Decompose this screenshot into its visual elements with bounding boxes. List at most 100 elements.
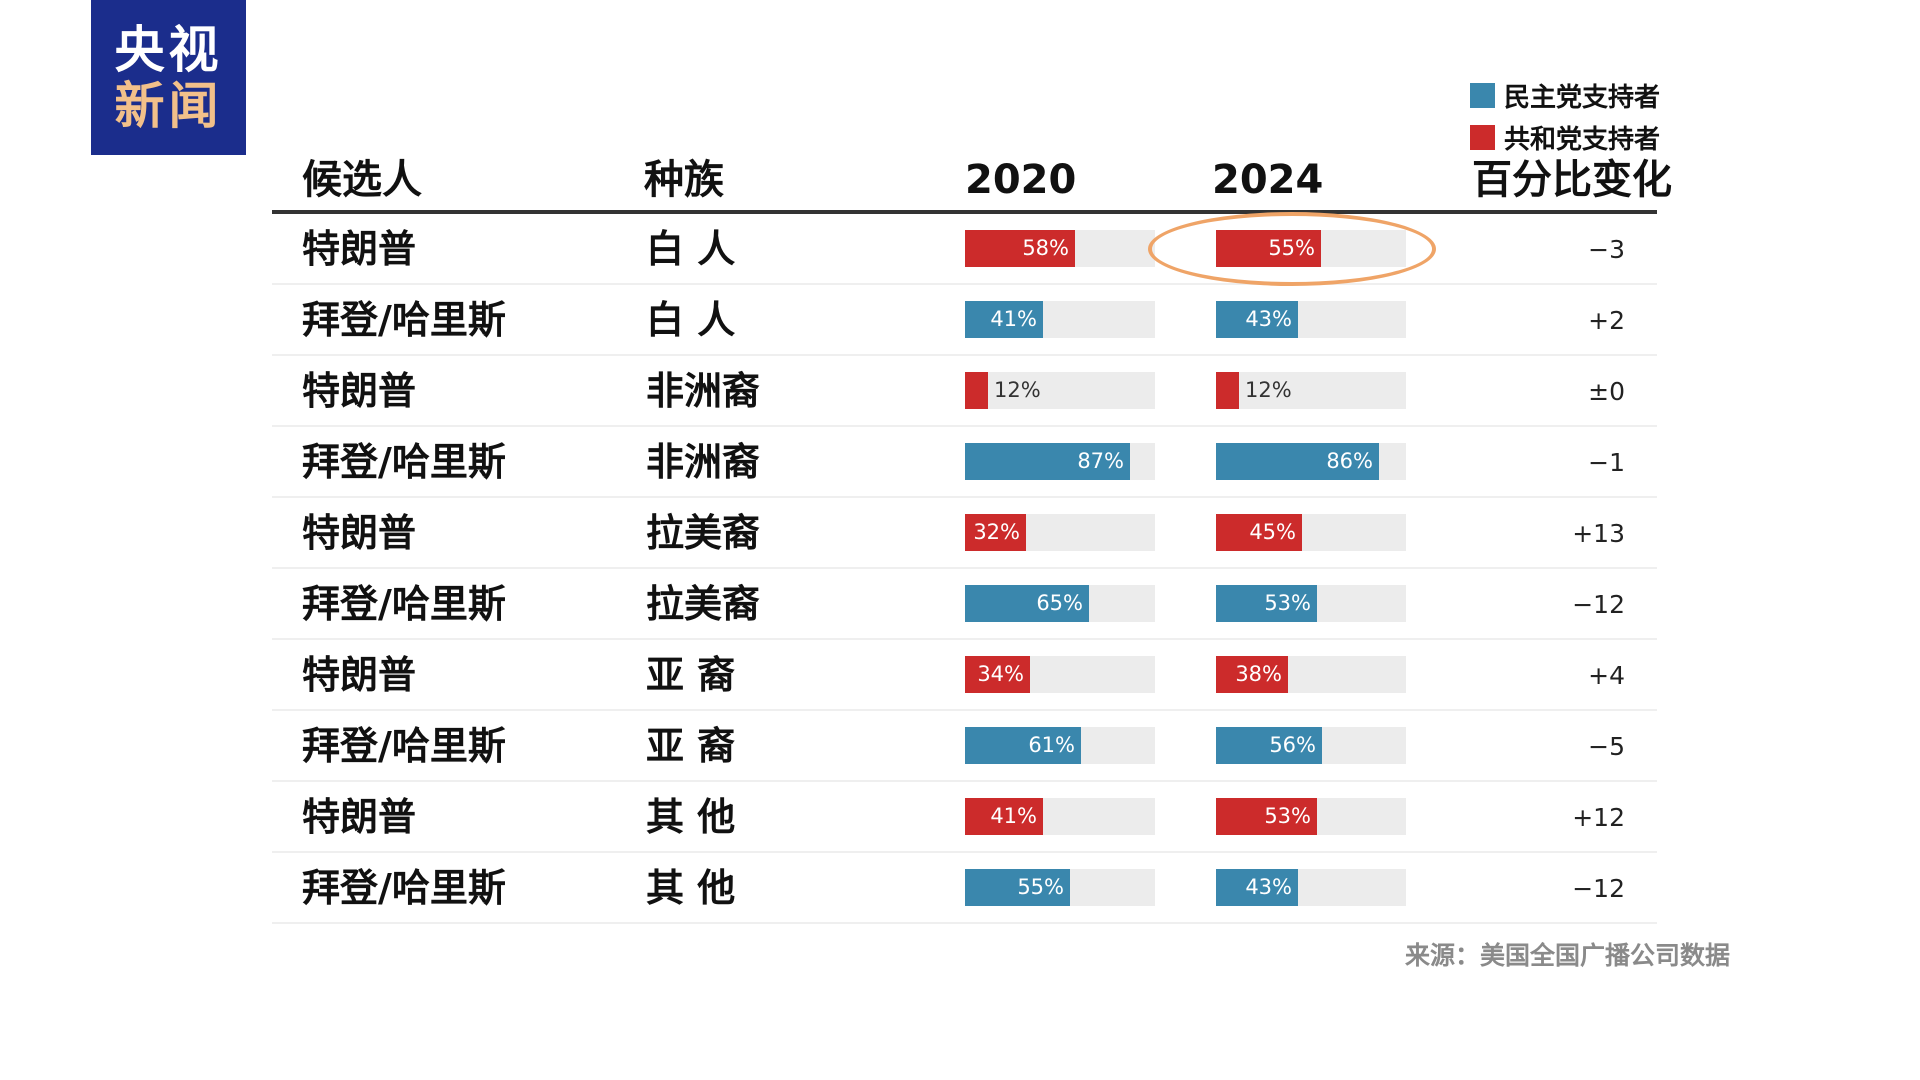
candidate-label: 特朗普 (302, 369, 417, 413)
row-divider (272, 354, 1657, 356)
bar-2020 (965, 514, 1026, 551)
bar-track-2020: 65% (965, 585, 1155, 622)
change-value: −5 (1588, 732, 1625, 761)
table-row: 特朗普 拉美裔 32% 45% +13 (0, 498, 1920, 569)
bar-2020 (965, 301, 1043, 338)
bar-value-label-2024: 53% (1264, 804, 1311, 828)
change-value: ±0 (1588, 377, 1625, 406)
race-label: 亚 裔 (646, 653, 736, 697)
candidate-label: 特朗普 (302, 653, 417, 697)
legend: 民主党支持者 共和党支持者 (1470, 74, 1660, 158)
bar-value-label-2020: 65% (1036, 591, 1083, 615)
bar-track-2024: 12% (1216, 372, 1406, 409)
bar-value-label-2020: 41% (990, 804, 1037, 828)
bar-track-2020: 12% (965, 372, 1155, 409)
bar-2020 (965, 585, 1089, 622)
bar-track-2020: 61% (965, 727, 1155, 764)
source-note: 来源：美国全国广播公司数据 (1405, 941, 1731, 970)
bar-track-2020: 34% (965, 656, 1155, 693)
bar-2024 (1216, 727, 1322, 764)
bar-value-label-2020: 34% (977, 662, 1024, 686)
change-value: −12 (1572, 590, 1625, 619)
bar-track-2020: 32% (965, 514, 1155, 551)
bar-value-label-2024: 45% (1249, 520, 1296, 544)
table-body: 特朗普白 人 58% 55% −3 拜登/哈里斯白 人 41% 43% +2 特朗普 非洲裔 12%… (0, 214, 1920, 924)
bar-2024 (1216, 798, 1317, 835)
change-value: +12 (1572, 803, 1625, 832)
race-label: 白 人 (646, 298, 736, 342)
change-value: −3 (1588, 235, 1625, 264)
row-divider (272, 851, 1657, 853)
bar-2020 (965, 443, 1130, 480)
bar-track-2024: 56% (1216, 727, 1406, 764)
candidate-label: 特朗普 (302, 795, 417, 839)
legend-swatch-republican (1470, 124, 1495, 150)
row-divider (272, 780, 1657, 782)
bar-2024 (1216, 585, 1317, 622)
bar-2020 (965, 230, 1075, 267)
cctv-news-logo: 央视 新闻 (91, 0, 246, 155)
candidate-label: 特朗普 (302, 511, 417, 555)
table-row: 拜登/哈里斯 其 他 55% 43% −12 (0, 853, 1920, 924)
bar-value-label-2024: 86% (1326, 449, 1373, 473)
bar-value-label-2020: 61% (1028, 733, 1075, 757)
candidate-label: 拜登/哈里斯 (302, 298, 506, 342)
change-value: +4 (1588, 661, 1625, 690)
table-row: 拜登/哈里斯 拉美裔 65% 53% −12 (0, 569, 1920, 640)
bar-track-2020: 55% (965, 869, 1155, 906)
row-divider (272, 283, 1657, 285)
change-value: −12 (1572, 874, 1625, 903)
candidate-label: 特朗普 (302, 227, 417, 271)
bar-value-label-2020: 87% (1077, 449, 1124, 473)
bar-value-label-2020: 41% (990, 307, 1037, 331)
change-value: +13 (1572, 519, 1625, 548)
bar-value-label-2020: 32% (973, 520, 1020, 544)
bar-2024 (1216, 656, 1288, 693)
table-row: 特朗普 亚 裔 34% 38% +4 (0, 640, 1920, 711)
race-label: 非洲裔 (646, 440, 761, 484)
bar-value-label-2020: 58% (1022, 236, 1069, 260)
change-value: −1 (1588, 448, 1625, 477)
row-divider (272, 709, 1657, 711)
header-change: 百分比变化 (1472, 157, 1672, 203)
table-row: 拜登/哈里斯 亚 裔 61% 56% −5 (0, 711, 1920, 782)
header-divider (272, 210, 1657, 214)
bar-value-label-2024: 12% (1245, 378, 1292, 402)
row-divider (272, 496, 1657, 498)
table-row: 特朗普白 人 58% 55% −3 (0, 214, 1920, 285)
bar-track-2024: 38% (1216, 656, 1406, 693)
bar-value-label-2024: 53% (1264, 591, 1311, 615)
legend-label-democrat: 民主党支持者 (1504, 82, 1661, 113)
race-label: 拉美裔 (646, 582, 761, 626)
race-label: 其 他 (646, 866, 736, 910)
table-row: 特朗普 非洲裔 12% 12% ±0 (0, 356, 1920, 427)
header-2024: 2024 (1212, 157, 1324, 203)
bar-2020 (965, 727, 1081, 764)
bar-2020 (965, 372, 988, 409)
bar-2024 (1216, 514, 1302, 551)
bar-track-2024: 43% (1216, 869, 1406, 906)
logo-line-2: 新闻 (114, 76, 223, 135)
table-row: 拜登/哈里斯 白 人 41% 43% +2 (0, 285, 1920, 356)
race-label: 白 人 (646, 227, 736, 271)
bar-value-label-2024: 43% (1245, 875, 1292, 899)
bar-value-label-2024: 56% (1269, 733, 1316, 757)
row-divider (272, 425, 1657, 427)
bar-2024 (1216, 301, 1298, 338)
race-label: 拉美裔 (646, 511, 761, 555)
bar-2024 (1216, 443, 1379, 480)
bar-value-label-2024: 38% (1235, 662, 1282, 686)
bar-value-label-2024: 43% (1245, 307, 1292, 331)
header-race: 种族 (644, 157, 724, 203)
legend-item-republican: 共和党支持者 (1470, 116, 1660, 158)
row-divider (272, 638, 1657, 640)
change-value: +2 (1588, 306, 1625, 335)
candidate-label: 拜登/哈里斯 (302, 582, 506, 626)
bar-track-2024: 45% (1216, 514, 1406, 551)
bar-track-2024: 53% (1216, 798, 1406, 835)
header-candidate: 候选人 (302, 157, 422, 203)
bar-2024 (1216, 372, 1239, 409)
legend-label-republican: 共和党支持者 (1504, 124, 1661, 155)
bar-2020 (965, 798, 1043, 835)
bar-track-2020: 58% (965, 230, 1155, 267)
